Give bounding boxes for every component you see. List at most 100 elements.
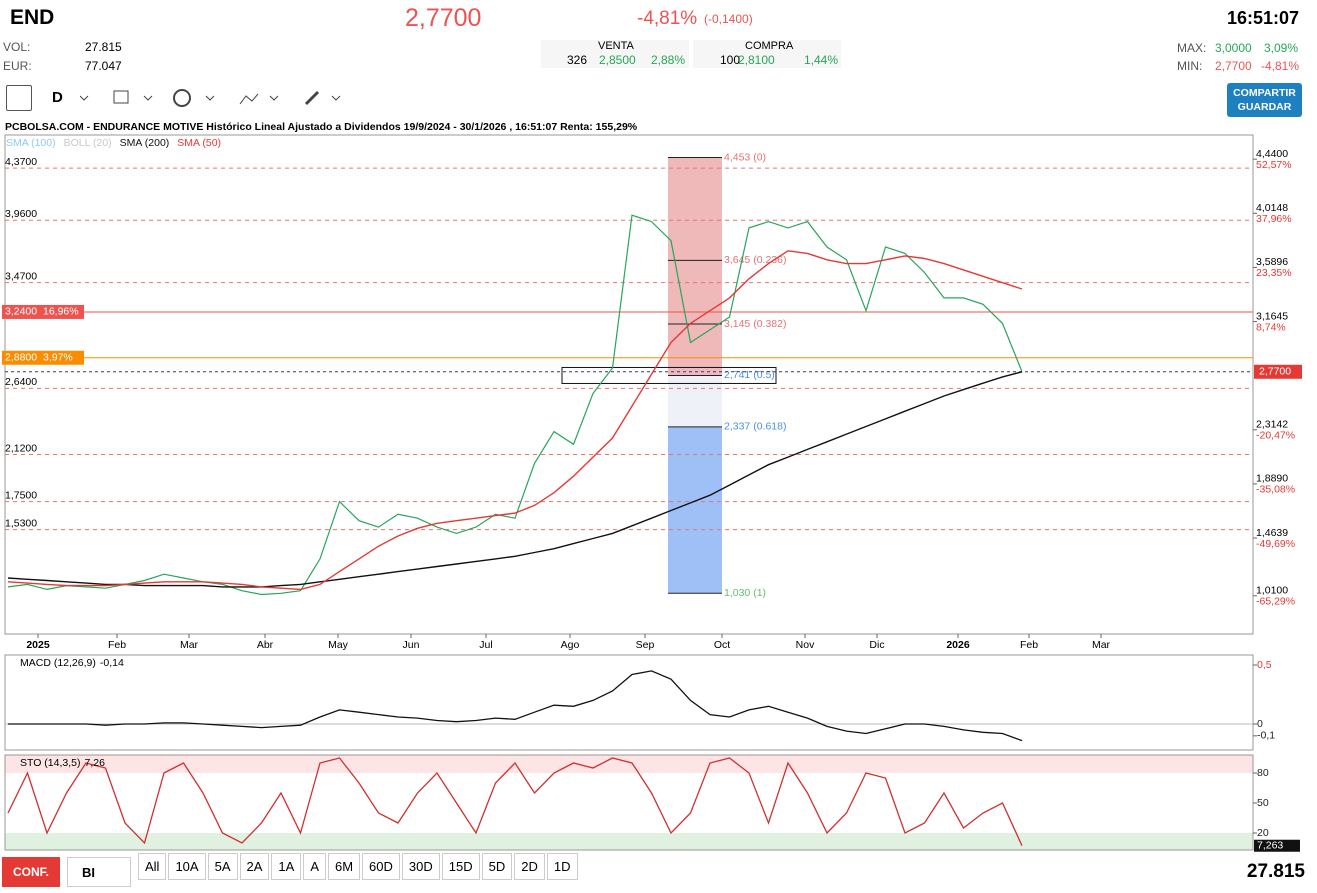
y-tick-pct: -49,69% <box>1256 538 1295 550</box>
range-button[interactable]: All <box>138 853 167 880</box>
caret[interactable] <box>269 95 279 101</box>
y-tick-pct: -20,47% <box>1256 430 1295 442</box>
settings-icon[interactable] <box>173 89 191 107</box>
y-tick-label: 80 <box>1257 767 1269 779</box>
panel-toggle[interactable] <box>6 85 32 111</box>
ranges: All 10A 5A 2A 1A A 6M 60D 30D 15D 5D 2D 1D <box>138 853 580 880</box>
toolbar-icons <box>80 89 341 107</box>
time: 16:51:07 <box>1226 8 1299 28</box>
caret[interactable] <box>143 95 153 101</box>
y-tick-pct: 8,74% <box>1256 321 1286 333</box>
max-price: 3,0000 <box>1215 41 1252 55</box>
y-tick-pct: 23,35% <box>1256 267 1292 279</box>
marked-level-box <box>2 350 84 365</box>
last-value-label: 7,263 <box>1257 840 1283 852</box>
draw-icon[interactable] <box>304 90 320 106</box>
fib-label: 3,145 (0.382) <box>724 318 786 330</box>
candles-icon[interactable] <box>113 90 129 104</box>
price-line <box>7 250 1023 591</box>
range-button[interactable]: A <box>303 853 326 880</box>
x-tick-label: May <box>328 639 349 651</box>
y-tick-pct: -35,08% <box>1256 484 1295 496</box>
y-tick-label: 0 <box>1257 718 1263 730</box>
share-button[interactable]: COMPARTIR GUARDAR <box>1227 83 1302 117</box>
x-tick-label: Sep <box>636 639 655 651</box>
range-button[interactable]: 10A <box>168 853 206 880</box>
fib-label: 3,645 (0.236) <box>724 254 786 266</box>
caret[interactable] <box>80 95 89 101</box>
panel <box>4 654 1254 751</box>
range-button[interactable]: 5D <box>481 853 513 880</box>
level-label: 2,1200 <box>5 442 37 454</box>
mode-select[interactable]: BI <box>67 857 131 887</box>
period[interactable]: D <box>52 89 63 106</box>
x-tick-label: Jun <box>403 639 420 651</box>
level-label: 1,5300 <box>5 517 37 529</box>
level-label: 3,4700 <box>5 270 37 282</box>
caret[interactable] <box>331 95 341 101</box>
caret[interactable] <box>205 95 215 101</box>
marked-level-box <box>2 304 84 319</box>
footer-volume: 27.815 <box>1246 861 1305 882</box>
min-pct: -4,81% <box>1261 59 1300 73</box>
x-tick-label: Feb <box>108 639 126 651</box>
fib-label: 1,030 (1) <box>724 587 766 599</box>
indicators-icon[interactable] <box>239 93 259 105</box>
price-line <box>7 371 1023 588</box>
panel-current: 7,26 <box>85 757 106 769</box>
range-button[interactable]: 2D <box>514 853 545 880</box>
compra-qty: 100 <box>720 53 741 67</box>
fib-zone-mid <box>668 375 722 427</box>
panel-current: -0,14 <box>100 657 124 669</box>
marked-level-label: 3,2400 <box>5 306 37 318</box>
level-label: 1,7500 <box>5 489 37 501</box>
venta-price: 2,8500 <box>599 53 636 67</box>
range-button[interactable]: 30D <box>401 853 440 880</box>
x-tick-label: 2026 <box>946 639 970 651</box>
eur: 77.047 <box>85 59 122 73</box>
legend-entry: SMA (200) <box>120 137 170 149</box>
range-button[interactable]: 1A <box>271 853 302 880</box>
range-button[interactable]: 60D <box>362 853 400 880</box>
range-button[interactable]: 1D <box>546 853 578 880</box>
y-tick-label: -0,1 <box>1257 730 1275 742</box>
x-tick-label: Dic <box>869 639 884 651</box>
marked-level-pct: 3,97% <box>43 352 73 364</box>
panel-label: MACD (12,26,9) <box>20 657 96 669</box>
marked-level-pct: 16,96% <box>43 306 79 318</box>
range-button[interactable]: 6M <box>327 853 361 880</box>
charts: PCBOLSA.COM - ENDURANCE MOTIVE Histórico… <box>2 121 1302 852</box>
last-price-box <box>1254 364 1302 379</box>
x-tick-label: Mar <box>1092 639 1111 651</box>
compra-pct: 1,44% <box>804 53 839 67</box>
y-tick-label: 1,4639 <box>1256 527 1288 539</box>
y-tick-label: 1,0100 <box>1256 585 1288 597</box>
symbol: END <box>10 6 55 29</box>
panel <box>4 754 1254 851</box>
save: GUARDAR <box>1237 101 1292 113</box>
share: COMPARTIR <box>1233 87 1296 99</box>
range-button[interactable]: 2A <box>239 853 270 880</box>
fib-zone-lower <box>668 426 722 594</box>
y-tick-label: 4,4400 <box>1256 148 1288 160</box>
x-tick-label: Oct <box>714 639 730 651</box>
oversold-band <box>5 833 1253 850</box>
min-label: MIN: <box>1177 59 1203 73</box>
y-tick-pct: -65,29% <box>1256 596 1295 608</box>
compra-box <box>693 40 841 68</box>
y-tick-label: 20 <box>1257 827 1269 839</box>
y-tick-label: 4,0148 <box>1256 202 1288 214</box>
legend-entry: SMA (100) <box>6 137 56 149</box>
config-button[interactable]: CONF. <box>2 857 60 887</box>
last-price-label: 2,7700 <box>1259 366 1291 378</box>
marked-level-label: 2,8800 <box>5 352 37 364</box>
max-pct: 3,09% <box>1264 41 1299 55</box>
compra-label: COMPRA <box>745 40 794 52</box>
venta-label: VENTA <box>598 40 634 52</box>
range-button[interactable]: 15D <box>441 853 480 880</box>
fib-label: 4,453 (0) <box>724 151 766 163</box>
range-button[interactable]: 5A <box>207 853 238 880</box>
chart-title: PCBOLSA.COM - ENDURANCE MOTIVE Histórico… <box>5 121 638 133</box>
change-abs: (-0,1400) <box>704 12 753 26</box>
